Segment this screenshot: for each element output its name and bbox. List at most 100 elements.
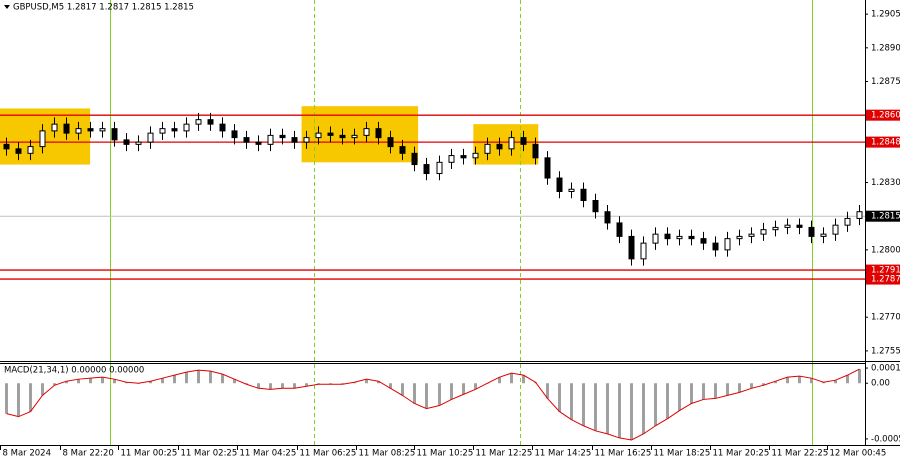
macd-bar: [594, 383, 597, 431]
macd-bar: [257, 383, 260, 389]
macd-bar: [425, 383, 428, 409]
macd-bar: [161, 378, 164, 384]
candle-body: [423, 164, 430, 175]
level-label-box: [866, 273, 900, 285]
candle-body: [207, 119, 214, 125]
macd-bar: [558, 383, 561, 412]
macd-bar: [582, 383, 585, 426]
macd-bar: [101, 377, 104, 384]
dropdown-icon: [4, 5, 10, 9]
macd-bar: [401, 383, 404, 396]
macd-bar: [413, 383, 416, 404]
macd-title: MACD(21,34,1) 0.00000 0.00000: [4, 366, 144, 376]
macd-bar: [702, 383, 705, 400]
candle-body: [748, 233, 755, 237]
candle-body: [375, 128, 382, 139]
candle-body: [363, 128, 370, 136]
zone: [473, 124, 539, 165]
level-label: 1.2787: [871, 275, 900, 285]
current-price-label: 1.2815: [871, 212, 900, 222]
macd-bar: [678, 383, 681, 411]
candle-body: [387, 137, 394, 148]
macd-bar: [630, 383, 633, 440]
level-label-box: [866, 109, 900, 121]
candle-body: [628, 235, 635, 260]
macd-bar: [522, 375, 525, 384]
candle-body: [832, 224, 839, 235]
candle-body: [39, 130, 46, 148]
candle-body: [568, 188, 575, 193]
macd-bar: [714, 383, 717, 399]
candle-body: [460, 155, 467, 159]
candle-body: [15, 148, 22, 154]
candle-body: [159, 128, 166, 134]
y-tick-label: 1.2830: [871, 178, 900, 188]
x-tick-label: 12 Mar 00:45: [830, 449, 887, 459]
candle-body: [604, 211, 611, 224]
candle-body: [484, 143, 491, 154]
y-tick-label: 1.2890: [871, 43, 900, 53]
candle-body: [291, 137, 298, 143]
candle-body: [171, 128, 178, 132]
candle-body: [652, 233, 659, 244]
macd-bar: [29, 383, 32, 412]
candle-body: [99, 128, 106, 132]
candle-body: [303, 137, 310, 143]
candle-body: [195, 119, 202, 125]
candle-body: [339, 134, 346, 139]
macd-bar: [618, 383, 621, 438]
macd-bar: [185, 372, 188, 384]
current-price-box: [866, 210, 900, 222]
candle-body: [532, 143, 539, 159]
macd-bar: [377, 381, 380, 384]
candle-body: [616, 222, 623, 237]
candle-body: [255, 141, 262, 145]
candle-body: [508, 137, 515, 150]
macd-bar: [726, 383, 729, 396]
macd-bar: [666, 383, 669, 419]
y-tick-label: -0.00055: [871, 434, 900, 444]
candle-body: [219, 123, 226, 132]
x-tick-label: 11 Mar 10:25: [417, 449, 474, 459]
candle-body: [87, 128, 94, 132]
candle-body: [820, 233, 827, 237]
macd-bar: [281, 383, 284, 389]
candle-body: [399, 146, 406, 154]
y-tick-label: 1.2905: [871, 10, 900, 20]
candle-body: [520, 137, 527, 145]
macd-bar: [474, 383, 477, 390]
macd-bar: [762, 383, 765, 386]
candle-body: [448, 155, 455, 163]
macd-bar: [786, 377, 789, 384]
candle-body: [63, 123, 70, 134]
y-tick-label: 1.2755: [871, 346, 900, 356]
macd-bar: [5, 383, 8, 414]
macd-bar: [209, 371, 212, 384]
macd-bar: [221, 374, 224, 384]
x-tick-label: 11 Mar 16:25: [595, 449, 652, 459]
macd-bar: [17, 383, 20, 417]
candle-body: [267, 134, 274, 145]
candle-body: [147, 132, 154, 143]
candle-body: [183, 123, 190, 132]
candle-body: [472, 152, 479, 159]
x-tick-label: 11 Mar 06:25: [300, 449, 357, 459]
candle-body: [315, 132, 322, 139]
macd-bar: [317, 383, 320, 385]
signal-line: [6, 368, 860, 441]
candle-body: [75, 128, 82, 134]
macd-bar: [690, 383, 693, 404]
candle-body: [796, 224, 803, 228]
level-label: 1.2848: [871, 138, 900, 148]
macd-bar: [125, 382, 128, 384]
y-tick-label: 1.2875: [871, 77, 900, 87]
candle-body: [279, 134, 286, 139]
macd-bar: [329, 383, 332, 385]
macd-bar: [233, 379, 236, 384]
macd-bar: [89, 378, 92, 384]
macd-bar: [41, 383, 44, 396]
candle-body: [135, 141, 142, 145]
macd-bar: [438, 383, 441, 406]
macd-bar: [846, 375, 849, 384]
